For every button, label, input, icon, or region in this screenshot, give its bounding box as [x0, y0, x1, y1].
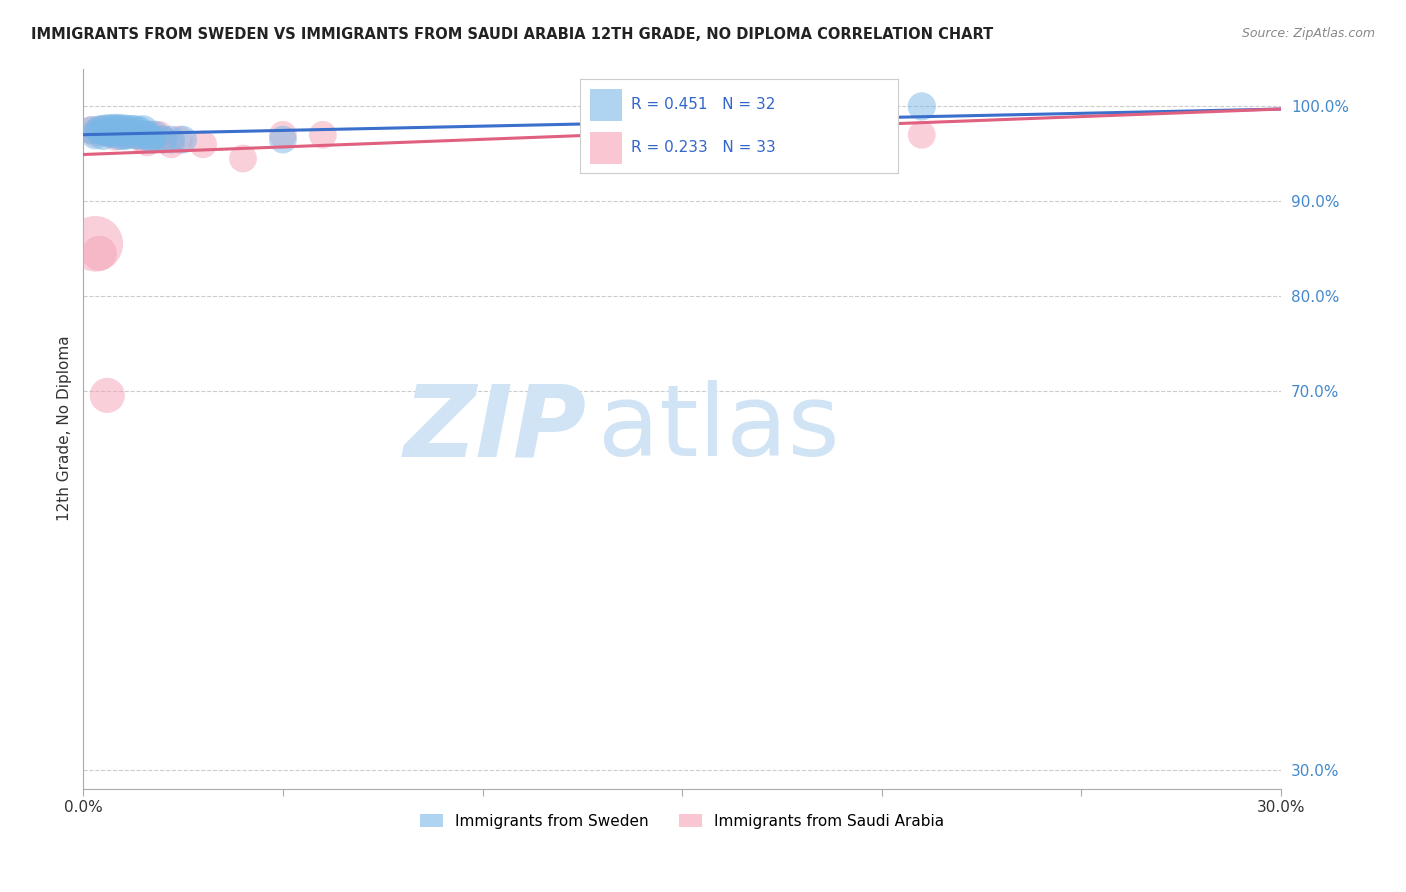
Point: [911, 128, 934, 142]
Point: [91, 123, 114, 137]
Point: [115, 123, 138, 137]
Point: [152, 132, 174, 146]
Text: IMMIGRANTS FROM SWEDEN VS IMMIGRANTS FROM SAUDI ARABIA 12TH GRADE, NO DIPLOMA CO: IMMIGRANTS FROM SWEDEN VS IMMIGRANTS FRO…: [31, 27, 993, 42]
Text: atlas: atlas: [599, 380, 839, 477]
Point: [167, 132, 190, 146]
Point: [108, 123, 131, 137]
Text: Source: ZipAtlas.com: Source: ZipAtlas.com: [1241, 27, 1375, 40]
Text: ZIP: ZIP: [404, 380, 586, 477]
Point: [160, 137, 183, 152]
Point: [191, 137, 214, 152]
Point: [84, 126, 107, 140]
Point: [128, 128, 150, 142]
Point: [160, 132, 183, 146]
Legend: Immigrants from Sweden, Immigrants from Saudi Arabia: Immigrants from Sweden, Immigrants from …: [413, 807, 950, 835]
Point: [104, 129, 127, 144]
Point: [711, 128, 734, 142]
Point: [128, 128, 150, 142]
Point: [690, 123, 713, 137]
Point: [80, 123, 103, 137]
Point: [96, 126, 118, 140]
Point: [96, 388, 118, 402]
Point: [120, 123, 142, 137]
Point: [172, 132, 194, 146]
Point: [152, 132, 174, 146]
Point: [84, 128, 107, 142]
Point: [124, 128, 146, 142]
Point: [84, 236, 107, 251]
Point: [100, 126, 122, 140]
Point: [96, 123, 118, 137]
Point: [112, 123, 135, 137]
Point: [271, 128, 294, 142]
Point: [128, 124, 150, 138]
Point: [312, 128, 335, 142]
Point: [911, 99, 934, 113]
Point: [141, 130, 163, 145]
Point: [89, 246, 111, 260]
Point: [132, 128, 155, 142]
Point: [120, 126, 142, 140]
Point: [124, 123, 146, 137]
Point: [100, 126, 122, 140]
Point: [91, 123, 114, 137]
Point: [115, 128, 138, 142]
Point: [136, 136, 159, 150]
Point: [124, 128, 146, 142]
Point: [112, 128, 135, 142]
Point: [104, 123, 127, 137]
Point: [232, 152, 254, 166]
Point: [89, 123, 111, 137]
Y-axis label: 12th Grade, No Diploma: 12th Grade, No Diploma: [58, 335, 72, 521]
Point: [89, 123, 111, 137]
Point: [91, 128, 114, 142]
Point: [271, 132, 294, 146]
Point: [141, 128, 163, 142]
Point: [112, 126, 135, 140]
Point: [104, 123, 127, 137]
Point: [143, 132, 166, 146]
Point: [108, 123, 131, 137]
Point: [148, 128, 170, 142]
Point: [132, 123, 155, 137]
Point: [108, 128, 131, 142]
Point: [132, 132, 155, 146]
Point: [100, 123, 122, 137]
Point: [141, 132, 163, 146]
Point: [143, 128, 166, 142]
Point: [100, 123, 122, 137]
Point: [115, 128, 138, 142]
Point: [136, 128, 159, 142]
Point: [80, 123, 103, 137]
Point: [112, 128, 135, 142]
